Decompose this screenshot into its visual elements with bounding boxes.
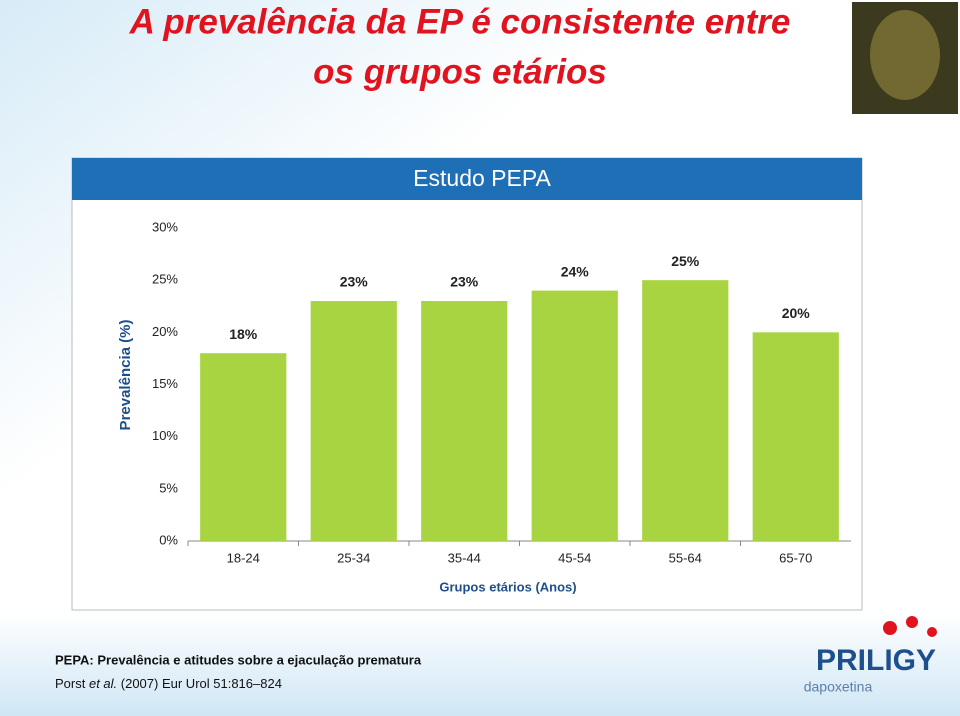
logo-brand: PRILIGY xyxy=(816,644,936,677)
logo-dot xyxy=(927,627,937,637)
y-tick-label: 0% xyxy=(159,532,178,547)
footer-citation: Porst et al. (2007) Eur Urol 51:816–824 xyxy=(55,676,282,691)
logo: PRILIGY dapoxetina xyxy=(804,616,937,695)
chart-title: Estudo PEPA xyxy=(413,165,551,191)
data-label: 18% xyxy=(229,326,258,342)
x-tick-label: 25-34 xyxy=(337,550,370,565)
logo-dot xyxy=(883,621,897,635)
x-axis-label: Grupos etários (Anos) xyxy=(439,579,576,594)
bar xyxy=(421,301,508,541)
y-tick-label: 10% xyxy=(152,428,178,443)
data-label: 23% xyxy=(340,274,369,290)
data-label: 20% xyxy=(782,305,811,321)
y-tick-label: 5% xyxy=(159,480,178,495)
citation-part: (2007) Eur Urol 51:816–824 xyxy=(117,676,282,691)
y-axis-label: Prevalência (%) xyxy=(117,320,134,431)
x-tick-label: 55-64 xyxy=(669,550,702,565)
title-line: os grupos etários xyxy=(313,52,607,91)
x-tick-label: 18-24 xyxy=(227,550,260,565)
citation-part: Porst xyxy=(55,676,89,691)
title-line: A prevalência da EP é consistente entre xyxy=(129,2,791,41)
bar xyxy=(752,332,839,541)
data-label: 24% xyxy=(561,263,590,279)
y-tick-label: 25% xyxy=(152,272,178,287)
x-tick-label: 35-44 xyxy=(448,550,481,565)
bar xyxy=(310,301,397,541)
data-label: 25% xyxy=(671,253,700,269)
bar xyxy=(531,290,618,541)
chart-header xyxy=(72,158,862,200)
bar xyxy=(642,280,729,541)
logo-generic: dapoxetina xyxy=(804,679,873,695)
x-tick-label: 65-70 xyxy=(779,550,812,565)
photo-figure xyxy=(870,10,940,100)
y-tick-label: 15% xyxy=(152,376,178,391)
data-label: 23% xyxy=(450,274,479,290)
footer-study: PEPA: Prevalência e atitudes sobre a eja… xyxy=(55,652,422,667)
y-tick-label: 20% xyxy=(152,324,178,339)
y-tick-label: 30% xyxy=(152,219,178,234)
logo-dot xyxy=(906,616,918,628)
citation-part: et al. xyxy=(89,676,117,691)
x-tick-label: 45-54 xyxy=(558,550,591,565)
bar xyxy=(200,353,287,541)
footer-background xyxy=(0,612,960,716)
slide-title: A prevalência da EP é consistente entre … xyxy=(129,2,791,91)
